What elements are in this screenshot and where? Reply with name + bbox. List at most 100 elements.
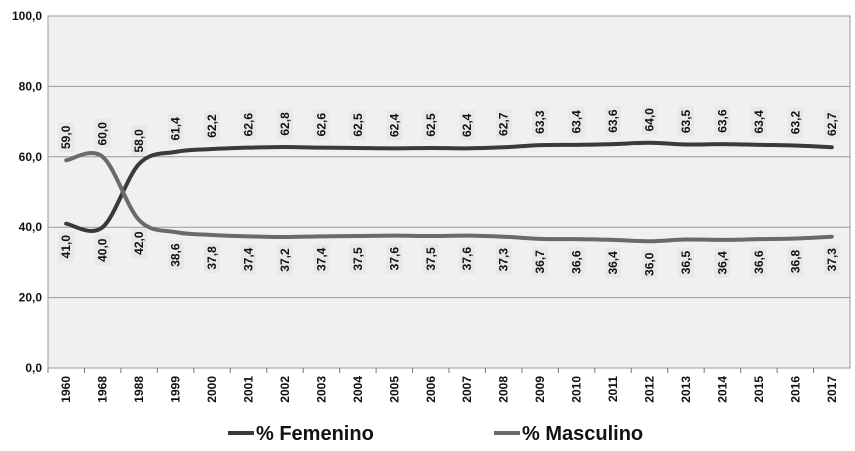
data-label-bg [568, 247, 585, 278]
data-label-text: 36,6 [752, 250, 766, 274]
data-label-text: 63,3 [533, 110, 547, 134]
data-label: 41,0 [58, 231, 75, 262]
x-tick-label: 2010 [570, 376, 584, 403]
data-label: 42,0 [131, 228, 148, 259]
data-label: 62,4 [386, 110, 403, 141]
data-label: 62,2 [204, 111, 221, 142]
legend: % Femenino % Masculino [228, 423, 643, 445]
x-tick-label: 2017 [825, 376, 839, 403]
data-label-text: 59,0 [59, 125, 73, 149]
x-tick-label: 2012 [643, 376, 657, 403]
data-label-bg [58, 122, 75, 153]
data-label: 62,5 [349, 110, 366, 140]
data-label-text: 42,0 [132, 231, 146, 255]
data-label-text: 37,4 [314, 247, 328, 271]
data-label-bg [495, 244, 512, 275]
data-label: 37,5 [349, 244, 366, 274]
data-label-bg [167, 240, 184, 271]
data-label-text: 61,4 [169, 117, 183, 141]
data-label: 62,7 [495, 109, 512, 140]
x-tick-label: 2005 [387, 376, 401, 403]
data-label-text: 36,7 [533, 250, 547, 274]
data-label-bg [240, 109, 257, 140]
data-label-bg [677, 106, 694, 137]
x-tick-label: 2003 [314, 376, 328, 403]
data-label-bg [422, 110, 439, 140]
data-label-bg [276, 108, 293, 139]
data-label-bg [422, 244, 439, 274]
data-label-bg [240, 244, 257, 275]
data-label-text: 36,8 [788, 249, 802, 273]
data-label: 63,4 [750, 106, 767, 137]
data-label-bg [204, 242, 221, 273]
data-label-bg [641, 249, 658, 280]
legend-label: % Femenino [256, 423, 374, 445]
data-label-text: 37,4 [242, 247, 256, 271]
data-label-bg [750, 247, 767, 278]
data-label: 61,4 [167, 113, 184, 144]
data-label-bg [459, 110, 476, 141]
data-label-text: 37,5 [351, 247, 365, 271]
series-lines [64, 140, 834, 244]
data-label-text: 37,3 [497, 248, 511, 272]
data-label-text: 37,6 [460, 247, 474, 271]
gridlines [48, 85, 850, 299]
data-label: 36,8 [787, 246, 804, 277]
data-label: 63,3 [532, 107, 549, 138]
data-labels: 41,0 40,0 58,0 61,4 62,2 62,6 62,8 62,6 62,5 62,4… [58, 104, 840, 280]
data-label-text: 64,0 [643, 108, 657, 132]
x-tick-label: 2016 [788, 376, 802, 403]
data-label-bg [167, 113, 184, 144]
data-label: 37,6 [386, 243, 403, 274]
data-label-text: 62,4 [387, 113, 401, 137]
y-tick-label: 0,0 [25, 361, 42, 375]
data-label: 37,3 [823, 244, 840, 275]
x-tick-label: 1999 [169, 376, 183, 403]
x-tick-label: 1960 [59, 376, 73, 403]
data-label: 63,6 [714, 106, 731, 137]
plot-area [47, 15, 851, 369]
data-label-text: 62,2 [205, 114, 219, 138]
y-tick-label: 60,0 [19, 150, 43, 164]
data-label: 36,4 [714, 247, 731, 278]
x-tick-label: 2013 [679, 376, 693, 403]
data-label: 37,2 [276, 245, 293, 276]
data-label-text: 36,5 [679, 251, 693, 275]
x-tick-label: 2001 [242, 376, 256, 403]
x-tick-label: 2000 [205, 376, 219, 403]
data-label-bg [58, 231, 75, 262]
data-label: 37,4 [313, 244, 330, 275]
data-label-text: 63,5 [679, 109, 693, 133]
data-label-text: 60,0 [96, 122, 110, 146]
data-label-bg [568, 106, 585, 137]
data-label-bg [787, 246, 804, 277]
data-label-text: 63,6 [715, 109, 729, 133]
x-tick-label: 2006 [424, 376, 438, 403]
data-label-text: 62,5 [424, 113, 438, 137]
data-label-text: 62,4 [460, 113, 474, 137]
data-label: 37,8 [204, 242, 221, 273]
data-label-bg [532, 107, 549, 138]
data-label: 59,0 [58, 122, 75, 153]
data-label-text: 40,0 [96, 238, 110, 262]
data-label-text: 62,5 [351, 113, 365, 137]
series-line-0 [64, 140, 834, 233]
data-label: 62,4 [459, 110, 476, 141]
data-label-bg [131, 125, 148, 156]
data-label-text: 36,4 [606, 251, 620, 275]
data-label-bg [605, 247, 622, 278]
data-label-bg [386, 110, 403, 141]
data-label: 62,6 [240, 109, 257, 140]
x-tick-label: 2008 [497, 376, 511, 403]
data-label-text: 63,4 [752, 110, 766, 134]
data-label-bg [131, 228, 148, 259]
data-label: 62,7 [823, 109, 840, 140]
data-label: 36,0 [641, 249, 658, 280]
data-label-text: 37,6 [387, 247, 401, 271]
data-label-bg [605, 106, 622, 137]
data-label: 63,6 [605, 106, 622, 137]
data-label: 62,8 [276, 108, 293, 139]
data-label-bg [459, 243, 476, 274]
